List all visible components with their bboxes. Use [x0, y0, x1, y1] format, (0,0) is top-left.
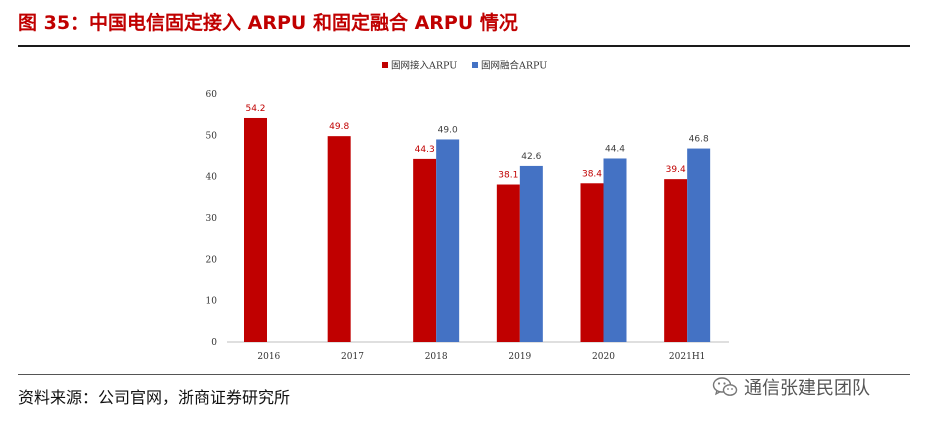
data-label-converged-arpu: 44.4	[605, 144, 625, 154]
y-tick-label: 30	[206, 214, 218, 224]
y-tick-label: 50	[206, 131, 218, 141]
x-tick-label: 2019	[508, 352, 531, 362]
data-label-fixed-arpu: 49.8	[329, 122, 349, 132]
bar-fixed-arpu	[664, 179, 688, 342]
x-tick-label: 2020	[592, 352, 615, 362]
x-tick-label: 2017	[341, 352, 364, 362]
bar-fixed-arpu	[327, 136, 351, 342]
bar-converged-arpu	[603, 158, 627, 342]
x-tick-label: 2016	[257, 352, 280, 362]
x-tick-label: 2018	[425, 352, 448, 362]
data-label-converged-arpu: 49.0	[438, 125, 458, 135]
x-tick-label: 2021H1	[669, 352, 705, 362]
data-label-converged-arpu: 42.6	[521, 152, 541, 162]
bar-fixed-arpu	[496, 184, 520, 342]
source-note: 资料来源：公司官网，浙商证券研究所	[18, 388, 291, 407]
data-label-converged-arpu: 46.8	[689, 135, 709, 145]
watermark-text: 通信张建民团队	[744, 378, 870, 399]
data-label-fixed-arpu: 39.4	[666, 165, 686, 175]
footer-divider	[18, 374, 910, 375]
bar-converged-arpu	[436, 139, 460, 342]
y-tick-label: 0	[211, 338, 217, 348]
bar-chart: 0 10 20 30 40 50 60 54.2 2016 49.8 2017 44.349.0 201…	[206, 60, 729, 362]
legend-label-converged: 固网融合ARPU	[481, 60, 547, 72]
bar-converged-arpu	[687, 148, 711, 342]
legend-swatch-fixed	[382, 62, 388, 68]
legend-label-fixed: 固网接入ARPU	[391, 60, 457, 72]
bar-fixed-arpu	[244, 117, 267, 343]
y-tick-label: 20	[206, 255, 218, 265]
data-label-fixed-arpu: 38.4	[582, 169, 602, 179]
bar-fixed-arpu	[580, 183, 604, 342]
watermark: 通信张建民团队	[712, 374, 870, 400]
figure-title: 图 35：中国电信固定接入 ARPU 和固定融合 ARPU 情况	[18, 12, 518, 34]
data-label-fixed-arpu: 38.1	[498, 171, 518, 181]
data-label-fixed-arpu: 44.3	[415, 145, 435, 155]
y-tick-label: 40	[206, 173, 218, 183]
wechat-icon	[712, 377, 738, 396]
y-tick-label: 10	[206, 297, 218, 307]
bar-converged-arpu	[519, 165, 543, 342]
y-tick-label: 60	[206, 90, 218, 100]
data-label-fixed-arpu: 54.2	[245, 104, 265, 114]
bar-fixed-arpu	[413, 158, 437, 342]
title-divider	[18, 45, 910, 47]
legend-swatch-converged	[472, 62, 478, 68]
